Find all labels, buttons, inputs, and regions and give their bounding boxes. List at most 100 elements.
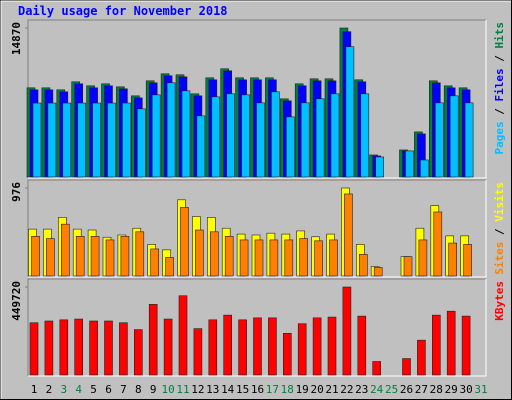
bar (210, 231, 219, 277)
bar (448, 242, 458, 277)
bar (446, 310, 456, 376)
x-tick-label: 8 (135, 383, 142, 396)
x-tick-label: 29 (445, 383, 458, 396)
legend-entry: Visits (493, 182, 506, 222)
x-tick-label: 3 (60, 383, 67, 396)
bar (77, 102, 86, 178)
legend: Sites / Visits (493, 182, 506, 275)
bar (119, 322, 128, 376)
x-tick-label: 17 (266, 383, 279, 396)
x-tick-label: 27 (415, 383, 428, 396)
bar (44, 320, 54, 376)
bar (342, 286, 352, 376)
legend-entry: Pages (493, 121, 506, 154)
bar (297, 323, 307, 376)
x-tick-label: 23 (355, 383, 368, 396)
bar (62, 102, 72, 178)
x-tick-label: 11 (176, 383, 189, 396)
bar (358, 254, 368, 277)
bar (196, 115, 206, 178)
y-tick-label: 449720 (10, 281, 23, 321)
bar (344, 193, 353, 277)
panel-bevel (28, 279, 487, 377)
x-tick-label: 13 (206, 383, 219, 396)
x-tick-label: 15 (236, 383, 249, 396)
bar (285, 116, 295, 178)
x-tick-label: 5 (90, 383, 97, 396)
bar (269, 239, 279, 277)
bar (211, 96, 221, 178)
x-tick-label: 2 (46, 383, 53, 396)
bar (241, 94, 250, 178)
panel-bevel (28, 20, 487, 179)
bar (463, 244, 472, 277)
bar (178, 295, 188, 376)
legend-entry: Sites (493, 242, 506, 275)
bar (417, 339, 426, 376)
bar (360, 93, 370, 178)
bar (137, 108, 146, 178)
x-tick-label: 31 (474, 383, 487, 396)
x-tick-label: 10 (161, 383, 174, 396)
x-tick-label: 4 (75, 383, 82, 396)
bar (29, 322, 39, 376)
bar (314, 240, 323, 277)
bar (268, 317, 277, 376)
legend-entry: Hits (493, 22, 506, 49)
legend-separator: / (493, 222, 506, 242)
bar (418, 239, 428, 277)
x-tick-label: 21 (325, 383, 338, 396)
bar (434, 102, 444, 178)
bar (208, 319, 218, 376)
bar (163, 318, 173, 376)
bar (135, 231, 145, 277)
legend-entry: KBytes (493, 281, 506, 321)
x-tick-label: 1 (31, 383, 38, 396)
panel-bevel (27, 278, 486, 376)
bar (375, 156, 385, 178)
bar (315, 98, 325, 178)
x-tick-label: 24 (370, 383, 384, 396)
bar (75, 236, 85, 277)
bar (134, 329, 143, 376)
bar (31, 236, 40, 277)
x-tick-label: 16 (251, 383, 264, 396)
bar (402, 358, 411, 376)
legend-entry: Files (493, 68, 506, 101)
bar (193, 328, 203, 376)
bar (32, 102, 42, 178)
x-tick-label: 19 (296, 383, 309, 396)
legend-separator: / (493, 49, 506, 69)
x-tick-label: 18 (281, 383, 294, 396)
x-tick-label: 25 (385, 383, 398, 396)
x-tick-label: 6 (105, 383, 112, 396)
bar (345, 46, 355, 178)
bar (148, 304, 158, 376)
chart-title: Daily usage for November 2018 (18, 4, 228, 18)
bar (327, 316, 337, 376)
bar (107, 102, 116, 178)
bar (403, 256, 413, 277)
x-tick-label: 22 (340, 383, 353, 396)
bar (405, 150, 414, 178)
bar (122, 102, 131, 178)
bar (431, 314, 441, 376)
bar (223, 314, 232, 376)
x-tick-label: 14 (221, 383, 235, 396)
bar (181, 90, 191, 178)
x-tick-label: 20 (310, 383, 323, 396)
x-tick-label: 7 (120, 383, 127, 396)
bar (60, 223, 70, 277)
bar (329, 239, 338, 277)
panel-bevel (28, 180, 487, 278)
bar (300, 102, 310, 178)
bar (180, 207, 189, 277)
bar (256, 102, 265, 178)
bar (151, 94, 161, 178)
bar (282, 333, 292, 376)
bar (238, 319, 247, 376)
bar (59, 319, 69, 376)
x-tick-label: 9 (150, 383, 157, 396)
bar (299, 238, 309, 277)
